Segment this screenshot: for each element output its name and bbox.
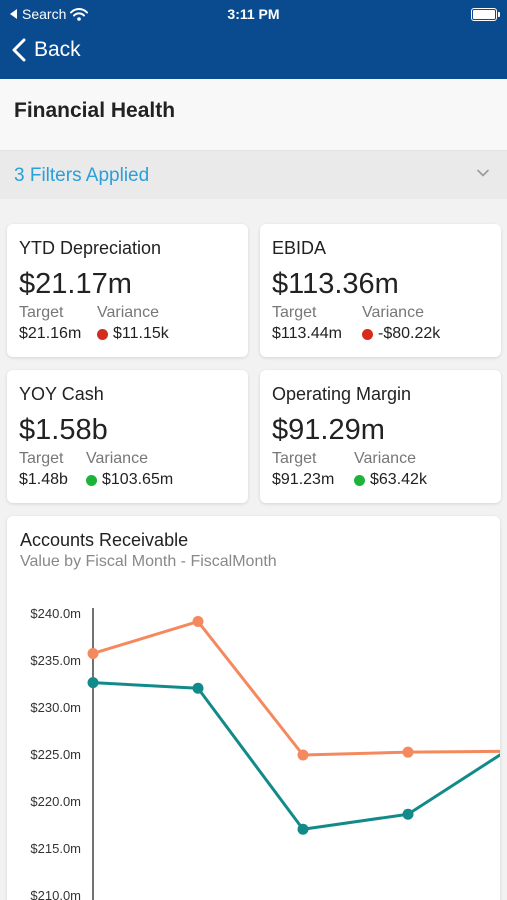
status-back-app-label: Search [22, 6, 67, 22]
kpi-target-label: Target [19, 450, 64, 467]
y-tick-label: $225.0m [30, 747, 81, 762]
kpi-target-value: $91.23m [272, 471, 335, 488]
kpi-variance: $63.42k [354, 471, 427, 489]
kpi-variance-value: -$80.22k [378, 325, 441, 342]
data-point[interactable] [297, 749, 309, 761]
filters-dropdown[interactable]: 3 Filters Applied [0, 151, 507, 199]
kpi-variance: $103.65m [86, 471, 173, 489]
series-line-2 [92, 681, 500, 831]
kpi-title: YTD Depreciation [19, 238, 162, 258]
kpi-card-yoy-cash[interactable]: YOY Cash $1.58b Target Variance $1.48b $… [7, 370, 248, 503]
kpi-target-value: $113.44m [272, 325, 342, 342]
filters-label: 3 Filters Applied [14, 165, 150, 186]
kpi-card-operating-margin[interactable]: Operating Margin $91.29m Target Variance… [260, 370, 501, 503]
data-point[interactable] [297, 823, 309, 835]
kpi-variance-label: Variance [97, 304, 159, 321]
data-point[interactable] [87, 647, 99, 659]
kpi-target-value: $21.16m [19, 325, 82, 342]
status-dot-icon [362, 328, 373, 340]
status-back-app[interactable]: Search [10, 6, 89, 22]
data-point[interactable] [402, 808, 414, 820]
data-point[interactable] [402, 746, 414, 758]
chart-card-accounts-receivable[interactable]: Accounts Receivable Value by Fiscal Mont… [7, 516, 500, 900]
title-bar: Financial Health [0, 79, 507, 151]
data-point[interactable] [87, 677, 99, 689]
status-dot-icon [354, 474, 365, 486]
back-label: Back [34, 38, 81, 61]
y-tick-label: $220.0m [30, 794, 81, 809]
data-point[interactable] [192, 682, 204, 694]
kpi-title: YOY Cash [19, 384, 104, 404]
kpi-value: $21.17m [19, 268, 132, 300]
kpi-variance-label: Variance [362, 304, 424, 321]
page-title: Financial Health [14, 99, 176, 122]
y-tick-label: $230.0m [30, 700, 81, 715]
nav-bar: Back [0, 30, 507, 79]
chart-subtitle: Value by Fiscal Month - FiscalMonth [20, 553, 277, 570]
kpi-target-value: $1.48b [19, 471, 68, 488]
back-triangle-icon [10, 9, 17, 19]
status-dot-icon [86, 474, 97, 486]
kpi-title: EBIDA [272, 238, 327, 258]
wifi-icon [70, 7, 89, 21]
chevron-left-icon [12, 38, 26, 62]
kpi-variance-label: Variance [354, 450, 416, 467]
kpi-title: Operating Margin [272, 384, 412, 404]
y-tick-label: $240.0m [30, 606, 81, 621]
kpi-target-label: Target [272, 450, 317, 467]
line-chart[interactable]: $240.0m $235.0m $230.0m $225.0m $220.0m $215.… [7, 516, 500, 900]
kpi-value: $91.29m [272, 414, 385, 446]
y-tick-label: $215.0m [30, 841, 81, 856]
series-line-1 [92, 620, 500, 757]
kpi-card-ytd-depreciation[interactable]: YTD Depreciation $21.17m Target Variance… [7, 224, 248, 357]
y-tick-label: $235.0m [30, 653, 81, 668]
battery-icon [471, 8, 500, 21]
kpi-card-ebida[interactable]: EBIDA $113.36m Target Variance $113.44m … [260, 224, 501, 357]
kpi-target-label: Target [272, 304, 317, 321]
data-point[interactable] [192, 616, 204, 628]
y-tick-label: $210.0m [30, 888, 81, 900]
status-dot-icon [97, 328, 108, 340]
kpi-variance-value: $11.15k [113, 325, 169, 342]
kpi-variance-value: $103.65m [102, 471, 174, 488]
kpi-variance-label: Variance [86, 450, 148, 467]
kpi-value: $1.58b [19, 414, 108, 446]
kpi-value: $113.36m [272, 268, 399, 300]
kpi-variance-value: $63.42k [370, 471, 427, 488]
chart-title: Accounts Receivable [20, 530, 189, 550]
status-bar: Search 3:11 PM [0, 0, 507, 30]
back-button[interactable]: Back [12, 38, 81, 62]
chevron-down-icon [477, 169, 489, 177]
kpi-variance: -$80.22k [362, 325, 440, 343]
kpi-target-label: Target [19, 304, 64, 321]
status-time: 3:11 PM [227, 6, 280, 22]
kpi-variance: $11.15k [97, 325, 169, 343]
